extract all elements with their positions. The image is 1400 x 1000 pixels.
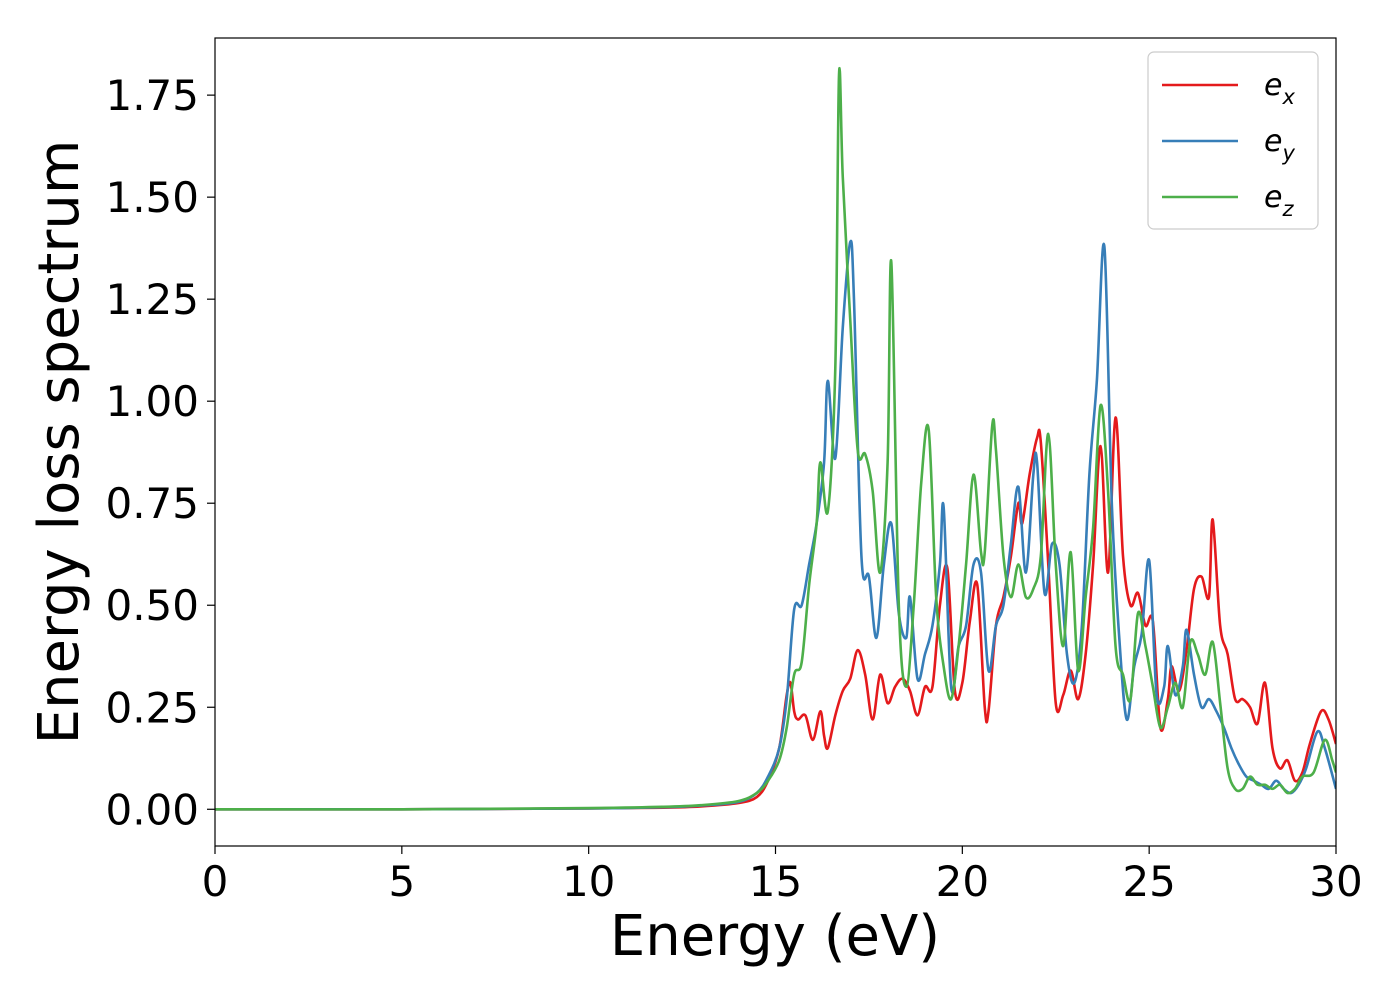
y-tick-label: 1.00	[105, 377, 199, 426]
y-tick-label: 1.75	[105, 71, 199, 120]
legend-label-y: ey	[1264, 124, 1295, 165]
x-axis: 0 5 10 15 20 25 30	[202, 846, 1363, 906]
x-axis-title: Energy (eV)	[610, 904, 940, 969]
x-tick-label: 5	[388, 857, 415, 906]
y-tick-label: 1.25	[105, 275, 199, 324]
x-tick-label: 30	[1309, 857, 1362, 906]
x-tick-label: 20	[936, 857, 989, 906]
x-tick-label: 10	[562, 857, 615, 906]
series-line-e-y	[215, 239, 1336, 811]
y-tick-label: 0.75	[105, 479, 199, 528]
series-layer	[215, 66, 1336, 811]
legend-label-z: ez	[1264, 180, 1294, 221]
series-line-e-z	[215, 66, 1336, 811]
legend: ex ey ez	[1147, 51, 1319, 230]
y-axis-title: Energy loss spectrum	[27, 140, 92, 745]
x-tick-label: 0	[202, 857, 229, 906]
x-tick-label: 15	[749, 857, 802, 906]
y-axis: 0.00 0.25 0.50 0.75 1.00 1.25 1.50 1.75	[105, 71, 215, 834]
legend-label-x: ex	[1264, 68, 1295, 109]
x-tick-label: 25	[1122, 857, 1175, 906]
y-tick-label: 1.50	[105, 173, 199, 222]
y-tick-label: 0.50	[105, 581, 199, 630]
y-tick-label: 0.25	[105, 683, 199, 732]
y-tick-label: 0.00	[105, 785, 199, 834]
